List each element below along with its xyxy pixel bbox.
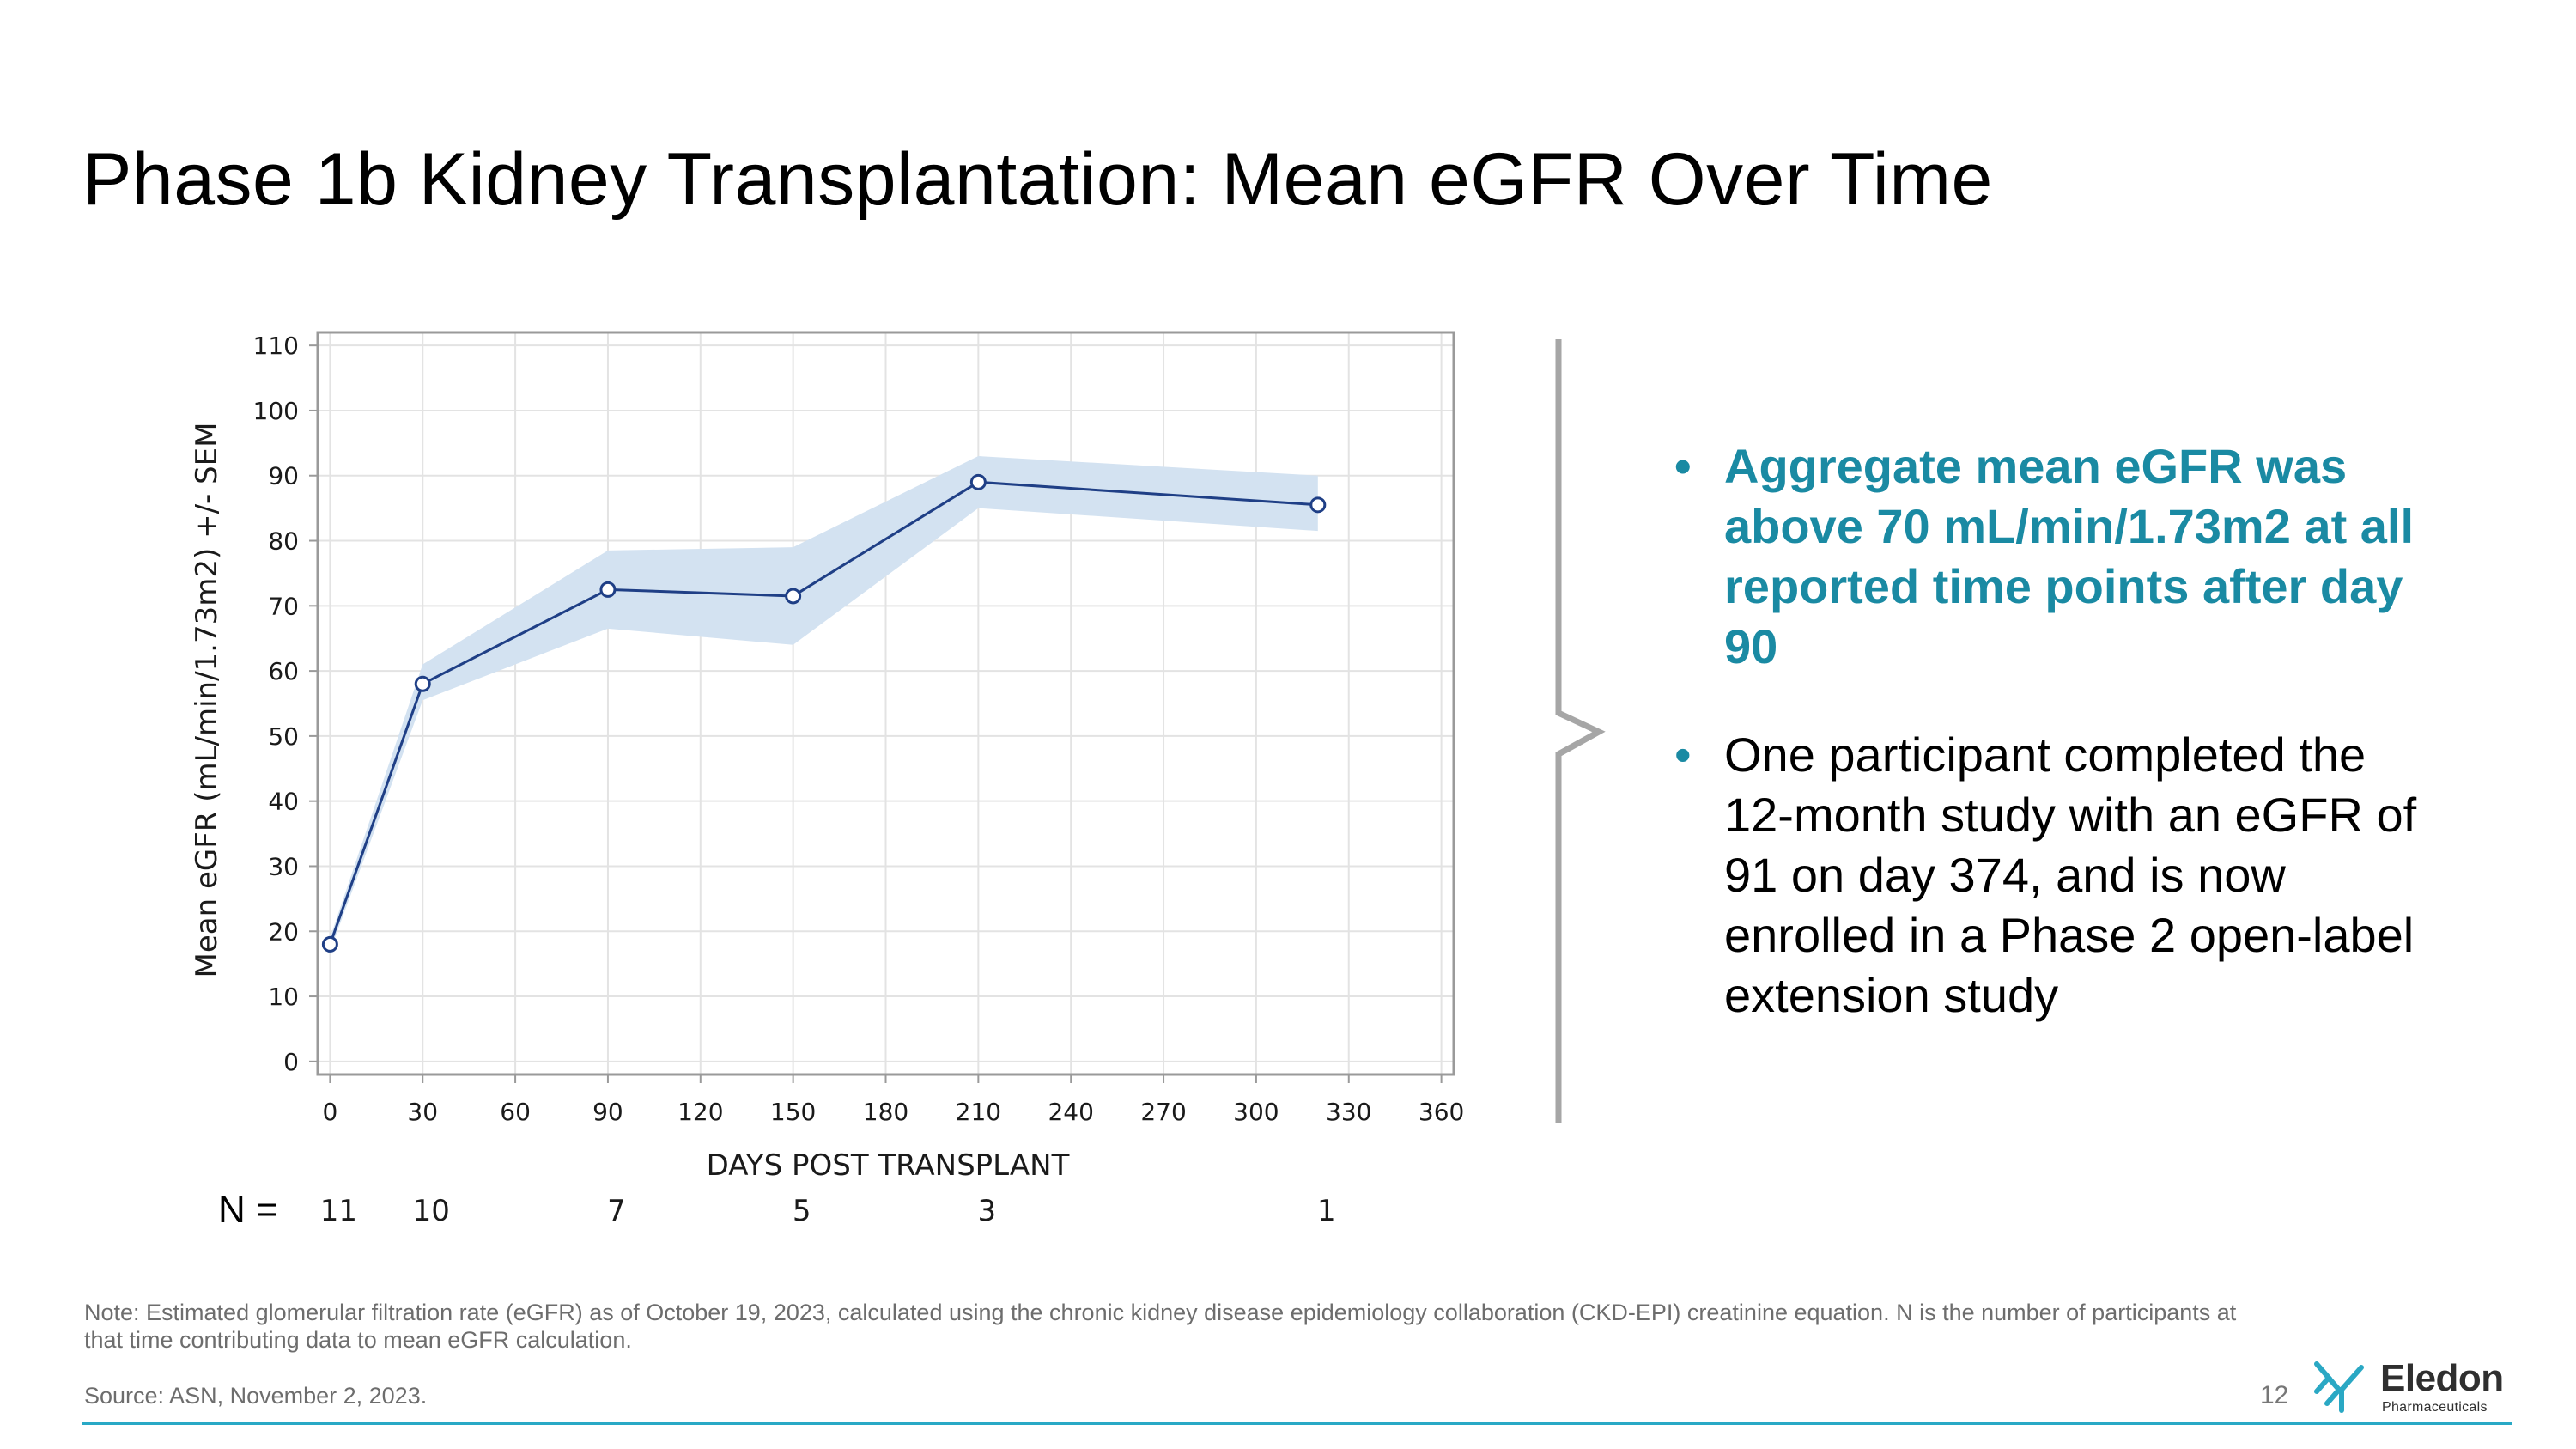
data-point — [414, 675, 431, 692]
footer-rule — [82, 1422, 2512, 1425]
egfr-line-chart: 0 30 60 90 120 150 180 210 240 270 300 330 360 0 10 20 3… — [190, 331, 1606, 1183]
x-tick-label: 90 — [592, 1098, 623, 1126]
eledon-logo-icon — [2314, 1361, 2364, 1413]
n-value: 3 — [977, 1194, 997, 1228]
footnote-note: Note: Estimated glomerular filtration ra… — [84, 1300, 2237, 1353]
y-tick-label: 70 — [268, 592, 299, 620]
y-tick-label: 50 — [268, 722, 299, 751]
x-tick-label: 120 — [677, 1098, 723, 1126]
bullet-text: Aggregate mean eGFR was above 70 mL/min/… — [1724, 439, 2415, 673]
x-tick-label: 330 — [1326, 1098, 1371, 1126]
key-findings-list: • Aggregate mean eGFR was above 70 mL/mi… — [1674, 436, 2430, 1026]
bullet-glyph: • — [1674, 728, 1692, 782]
chart-grid — [318, 332, 1454, 1075]
n-label: N = — [218, 1189, 278, 1231]
x-tick-label: 270 — [1140, 1098, 1186, 1126]
x-tick-label: 180 — [863, 1098, 908, 1126]
x-tick-label: 360 — [1419, 1098, 1464, 1126]
y-tick-label: 30 — [268, 852, 299, 880]
n-value: 5 — [792, 1194, 811, 1228]
sem-band — [330, 456, 1318, 951]
y-tick-label: 90 — [268, 462, 299, 490]
y-tick-label: 100 — [253, 397, 299, 425]
data-points — [321, 473, 1327, 953]
n-value: 7 — [607, 1194, 626, 1228]
n-value: 11 — [319, 1194, 358, 1228]
x-tick-label: 30 — [407, 1098, 438, 1126]
y-tick-label: 0 — [283, 1048, 299, 1076]
x-tick-label: 210 — [956, 1098, 1001, 1126]
y-axis-label: Mean eGFR (mL/min/1.73m2) +/- SEM — [190, 423, 224, 978]
axis-ticks: 0 30 60 90 120 150 180 210 240 270 300 330 360 0 10 20 3… — [253, 332, 1465, 1126]
data-point — [785, 588, 802, 605]
x-tick-label: 60 — [500, 1098, 531, 1126]
callout-bracket — [1555, 339, 1606, 1123]
y-tick-label: 40 — [268, 788, 299, 816]
data-point — [1309, 496, 1327, 514]
company-logo: Eledon Pharmaceuticals — [2313, 1357, 2519, 1417]
n-value: 10 — [412, 1194, 450, 1228]
y-tick-label: 60 — [268, 657, 299, 685]
page-number: 12 — [2260, 1381, 2289, 1409]
x-tick-label: 300 — [1233, 1098, 1279, 1126]
footnote-source: Source: ASN, November 2, 2023. — [84, 1383, 428, 1409]
data-point — [321, 935, 338, 953]
y-tick-label: 110 — [253, 332, 299, 360]
slide-title: Phase 1b Kidney Transplantation: Mean eG… — [82, 138, 1993, 221]
mean-egfr-line — [328, 480, 1318, 945]
x-tick-label: 150 — [770, 1098, 816, 1126]
x-axis-label: DAYS POST TRANSPLANT — [707, 1148, 1070, 1183]
bullet-item: • Aggregate mean eGFR was above 70 mL/mi… — [1674, 436, 2430, 677]
bullet-item: • One participant completed the 12-month… — [1674, 725, 2430, 1026]
bullet-text: One participant completed the 12-month s… — [1724, 728, 2417, 1022]
y-tick-label: 80 — [268, 527, 299, 556]
bullet-glyph: • — [1674, 439, 1692, 493]
data-point — [969, 473, 987, 490]
n-value: 1 — [1316, 1194, 1336, 1228]
x-tick-label: 0 — [322, 1098, 337, 1126]
y-tick-label: 10 — [268, 983, 299, 1011]
x-tick-label: 240 — [1048, 1098, 1093, 1126]
data-point — [599, 581, 617, 598]
y-tick-label: 20 — [268, 917, 299, 946]
logo-name: Eledon — [2380, 1357, 2504, 1399]
logo-tagline: Pharmaceuticals — [2382, 1400, 2488, 1415]
